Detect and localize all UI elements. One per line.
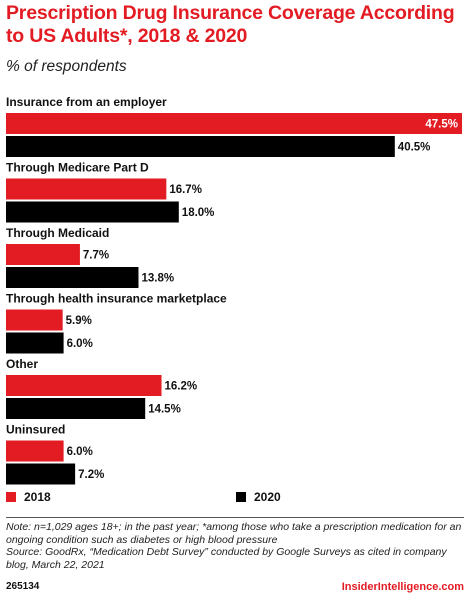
value-label-2018: 16.7% bbox=[169, 184, 202, 196]
bar-2020 bbox=[6, 136, 395, 157]
bar-2018 bbox=[6, 244, 80, 265]
legend-swatch-2018 bbox=[6, 492, 16, 502]
footer-divider bbox=[6, 517, 464, 518]
category-label: Other bbox=[6, 357, 38, 371]
category-label: Insurance from an employer bbox=[6, 95, 167, 109]
legend-label-2018: 2018 bbox=[24, 490, 51, 504]
legend-swatch-2020 bbox=[236, 492, 246, 502]
bar-2018 bbox=[6, 113, 462, 134]
value-label-2020: 18.0% bbox=[182, 207, 215, 219]
value-label-2020: 14.5% bbox=[148, 404, 181, 416]
footer-notes: Note: n=1,029 ages 18+; in the past year… bbox=[6, 521, 466, 571]
brand-link[interactable]: InsiderIntelligence.com bbox=[341, 581, 464, 593]
bar-2018 bbox=[6, 178, 167, 200]
value-label-2020: 13.8% bbox=[141, 273, 174, 285]
legend-item-2020: 2020 bbox=[236, 490, 281, 504]
bar-2018 bbox=[6, 309, 63, 331]
category-label: Through health insurance marketplace bbox=[6, 292, 227, 306]
value-label-2018: 47.5% bbox=[425, 119, 458, 131]
chart-id: 265134 bbox=[6, 581, 40, 592]
value-label-2020: 40.5% bbox=[398, 142, 431, 154]
bar-2020 bbox=[6, 463, 76, 485]
category-label: Through Medicare Part D bbox=[6, 161, 149, 175]
bar-2020 bbox=[6, 398, 146, 419]
source-text: Source: GoodRx, “Medication Debt Survey”… bbox=[6, 546, 447, 571]
value-label-2020: 7.2% bbox=[78, 469, 104, 481]
category-label: Uninsured bbox=[6, 423, 65, 437]
bar-2020 bbox=[6, 332, 64, 354]
legend-label-2020: 2020 bbox=[254, 490, 281, 504]
value-label-2018: 7.7% bbox=[83, 250, 109, 262]
note-text: Note: n=1,029 ages 18+; in the past year… bbox=[6, 521, 462, 546]
chart-title: Prescription Drug Insurance Coverage Acc… bbox=[6, 2, 455, 47]
value-label-2020: 6.0% bbox=[67, 338, 93, 350]
value-label-2018: 6.0% bbox=[67, 446, 93, 458]
legend-item-2018: 2018 bbox=[6, 490, 51, 504]
category-label: Through Medicaid bbox=[6, 226, 109, 240]
value-label-2018: 16.2% bbox=[165, 381, 198, 393]
bar-2018 bbox=[6, 375, 162, 396]
bar-2020 bbox=[6, 267, 139, 288]
value-label-2018: 5.9% bbox=[66, 315, 92, 327]
bar-2018 bbox=[6, 440, 64, 462]
chart-subtitle: % of respondents bbox=[6, 58, 127, 75]
bar-2020 bbox=[6, 201, 179, 223]
